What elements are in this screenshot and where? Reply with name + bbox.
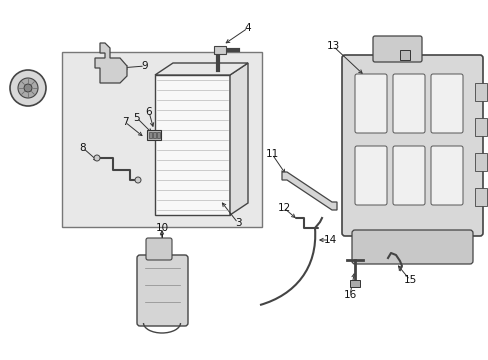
Text: 15: 15 — [403, 275, 416, 285]
FancyBboxPatch shape — [354, 146, 386, 205]
FancyBboxPatch shape — [351, 230, 472, 264]
Text: 3: 3 — [234, 218, 241, 228]
Bar — [349, 280, 359, 287]
Text: 6: 6 — [145, 107, 152, 117]
Bar — [474, 153, 486, 171]
Bar — [155, 75, 229, 215]
Circle shape — [94, 155, 100, 161]
Bar — [474, 83, 486, 101]
Text: 2: 2 — [15, 88, 21, 98]
Text: 7: 7 — [122, 117, 128, 127]
FancyBboxPatch shape — [372, 36, 421, 62]
Circle shape — [24, 84, 32, 92]
FancyBboxPatch shape — [392, 146, 424, 205]
Bar — [149, 132, 152, 138]
Polygon shape — [229, 63, 247, 215]
FancyBboxPatch shape — [341, 55, 482, 236]
Circle shape — [10, 70, 46, 106]
Bar — [474, 118, 486, 136]
Text: 1: 1 — [159, 234, 165, 244]
Text: 14: 14 — [323, 235, 336, 245]
Text: 4: 4 — [244, 23, 251, 33]
Bar — [399, 50, 409, 60]
Text: 10: 10 — [155, 223, 168, 233]
FancyBboxPatch shape — [146, 238, 172, 260]
Circle shape — [18, 78, 38, 98]
Bar — [147, 130, 161, 140]
Bar — [474, 188, 486, 206]
Bar — [62, 52, 262, 227]
Text: 16: 16 — [343, 290, 356, 300]
Circle shape — [135, 177, 141, 183]
Bar — [153, 132, 156, 138]
Polygon shape — [155, 63, 247, 75]
FancyBboxPatch shape — [137, 255, 187, 326]
Text: 13: 13 — [325, 41, 339, 51]
Text: 12: 12 — [277, 203, 290, 213]
Text: 11: 11 — [265, 149, 278, 159]
FancyBboxPatch shape — [392, 74, 424, 133]
Text: 8: 8 — [80, 143, 86, 153]
Bar — [214, 46, 225, 54]
FancyBboxPatch shape — [430, 74, 462, 133]
Bar — [157, 132, 160, 138]
Polygon shape — [282, 172, 336, 210]
Text: 5: 5 — [133, 113, 140, 123]
FancyBboxPatch shape — [354, 74, 386, 133]
Polygon shape — [95, 43, 127, 83]
Text: 9: 9 — [142, 61, 148, 71]
FancyBboxPatch shape — [430, 146, 462, 205]
